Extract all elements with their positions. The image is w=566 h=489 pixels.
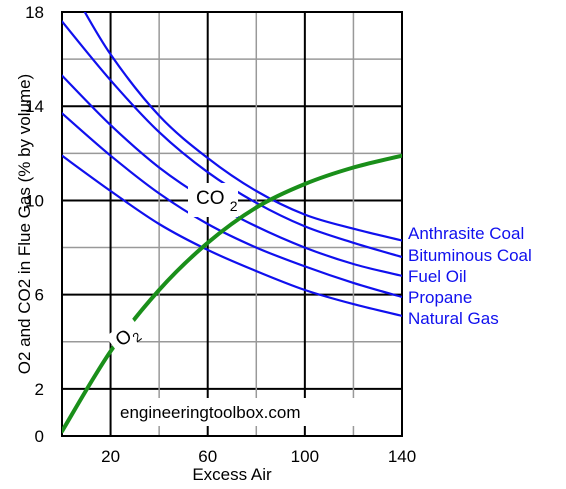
x-tick-label: 20 bbox=[101, 447, 120, 466]
co2-curve-label: CO 2 bbox=[188, 183, 238, 217]
x-tick-label: 100 bbox=[291, 447, 319, 466]
co2-label-subscript: 2 bbox=[230, 198, 238, 214]
legend: Anthrasite Coal Bituminous Coal Fuel Oil Pr… bbox=[408, 224, 532, 328]
y-tick-label: 14 bbox=[25, 97, 44, 116]
y-tick-label: 6 bbox=[35, 286, 44, 305]
x-tick-label: 60 bbox=[198, 447, 217, 466]
legend-entry: Bituminous Coal bbox=[408, 246, 532, 265]
series-line-anthrasite-coal bbox=[83, 12, 402, 242]
legend-entry: Anthrasite Coal bbox=[408, 224, 524, 243]
plot-frame bbox=[61, 11, 403, 437]
watermark-text: engineeringtoolbox.com bbox=[120, 403, 301, 422]
y-tick-label: 2 bbox=[35, 380, 44, 399]
ticks: 0 2 6 10 14 18 20 60 100 140 bbox=[25, 3, 416, 466]
watermark: engineeringtoolbox.com bbox=[114, 398, 364, 426]
co2-label-main: CO bbox=[196, 188, 225, 209]
series-line-natural-gas bbox=[62, 154, 402, 317]
series-line-o2 bbox=[62, 153, 402, 434]
y-tick-label: 10 bbox=[25, 191, 44, 210]
series-line-propane bbox=[62, 112, 402, 299]
legend-entry: Fuel Oil bbox=[408, 267, 467, 286]
legend-entry: Propane bbox=[408, 288, 472, 307]
x-tick-label: 140 bbox=[388, 447, 416, 466]
legend-entry: Natural Gas bbox=[408, 309, 499, 328]
y-tick-label: 18 bbox=[25, 3, 44, 22]
x-axis-title: Excess Air bbox=[192, 465, 272, 484]
y-axis-title: O2 and CO2 in Flue Gas (% by volume) bbox=[15, 74, 34, 374]
y-tick-label: 0 bbox=[35, 427, 44, 446]
svg-text:CO 2: CO 2 bbox=[196, 188, 238, 214]
